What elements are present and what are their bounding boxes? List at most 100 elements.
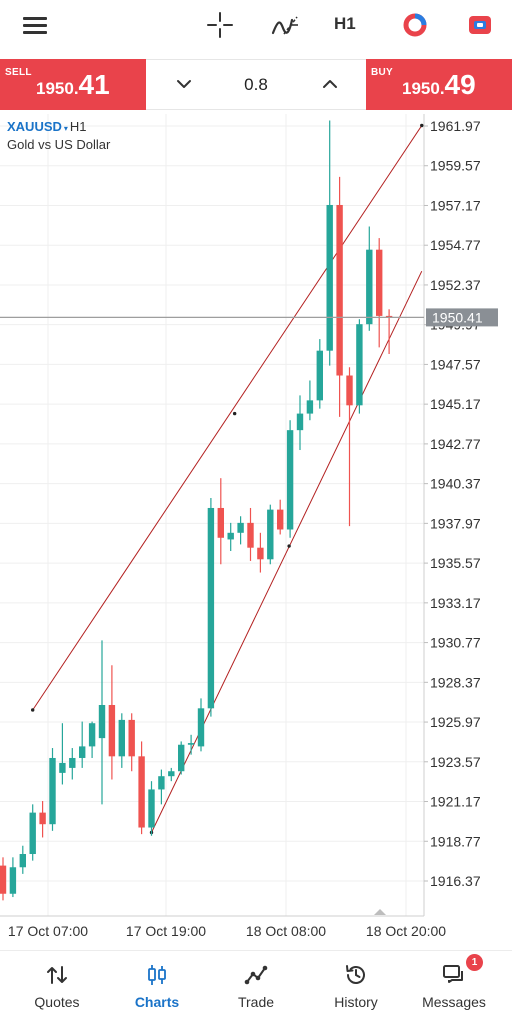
candle-body [385, 315, 393, 318]
timeframe-button[interactable]: H1 [334, 14, 356, 33]
candle-body [79, 746, 86, 758]
candle-body [168, 771, 175, 777]
one-click-trade-bar: SELL 1950.41 0.8 BUY 1950.49 [0, 59, 512, 110]
y-tick-label: 1918.77 [430, 833, 481, 849]
channel-anchor-point [31, 708, 35, 712]
candle-body [267, 509, 274, 560]
candle-body [227, 532, 234, 540]
candle-body [296, 413, 304, 431]
nav-quotes[interactable]: Quotes [7, 951, 107, 1025]
candle-body [346, 375, 353, 406]
trade-icon [244, 965, 268, 985]
y-tick-label: 1961.97 [430, 118, 481, 134]
candle-body [29, 812, 36, 855]
y-tick-label: 1942.77 [430, 436, 481, 452]
messages-icon [443, 965, 463, 983]
top-toolbar: H1 [0, 0, 512, 50]
symbol-description: Gold vs US Dollar [7, 137, 111, 152]
sell-label: SELL [5, 67, 32, 78]
nav-label: Charts [134, 994, 180, 1010]
candle-body [217, 507, 224, 538]
y-tick-label: 1945.17 [430, 396, 481, 412]
candle-body [69, 757, 76, 768]
objects-icon[interactable] [465, 10, 495, 40]
nav-history[interactable]: History [306, 951, 406, 1025]
candle-body [356, 324, 363, 406]
y-tick-label: 1940.37 [430, 476, 481, 492]
candle-body [237, 522, 244, 533]
charts-icon [148, 965, 166, 985]
candle-body [19, 854, 26, 868]
chart-type-ring-icon[interactable] [400, 10, 430, 40]
nav-label: History [334, 994, 378, 1010]
crosshair-icon[interactable] [205, 10, 235, 40]
indicators-icon[interactable] [270, 10, 300, 40]
y-tick-label: 1923.57 [430, 754, 481, 770]
y-tick-label: 1930.77 [430, 635, 481, 651]
candle-body [98, 704, 106, 739]
nav-label: Trade [237, 994, 275, 1010]
y-tick-label: 1947.57 [430, 356, 481, 372]
hamburger-icon[interactable] [20, 10, 50, 40]
y-tick-label: 1925.97 [430, 714, 481, 730]
volume-stepper: 0.8 [146, 59, 366, 110]
candle-body [366, 249, 373, 325]
channel-lower-line [151, 270, 423, 833]
y-tick-label: 1916.37 [430, 873, 481, 889]
nav-trade[interactable]: Trade [206, 951, 306, 1025]
candle-body [178, 744, 185, 772]
buy-label: BUY [371, 67, 394, 78]
candle-body [148, 789, 155, 828]
channel-anchor-point [232, 411, 237, 416]
channel-upper-line [32, 125, 423, 711]
nav-label: Messages [422, 994, 486, 1010]
candle-body [197, 708, 205, 747]
chart-symbol[interactable]: XAUUSD ▾ H1 [7, 119, 87, 134]
x-tick-label: 18 Oct 08:00 [246, 923, 326, 939]
y-tick-label: 1952.37 [430, 277, 481, 293]
x-tick-label: 17 Oct 07:00 [8, 923, 88, 939]
nav-charts[interactable]: Charts [107, 951, 207, 1025]
y-tick-label: 1935.57 [430, 555, 481, 571]
candle-body [207, 507, 215, 709]
candle-body [376, 249, 383, 316]
y-tick-label: 1928.37 [430, 674, 481, 690]
candlestick-chart[interactable]: 1961.971959.571957.171954.771952.371949.… [0, 110, 512, 940]
nav-label: Quotes [34, 994, 80, 1010]
candle-body [39, 812, 46, 825]
current-price-label: 1950.41 [432, 309, 483, 325]
history-icon [346, 965, 365, 984]
candle-body [187, 743, 195, 745]
candle-body [316, 350, 323, 401]
volume-value[interactable]: 0.8 [244, 75, 268, 94]
bottom-navigation: Quotes Charts Trade History 1 [0, 950, 512, 1025]
candle-body [49, 757, 56, 825]
sell-button[interactable]: SELL 1950.41 [0, 59, 146, 110]
price-chart[interactable]: 1961.971959.571957.171954.771952.371949.… [0, 110, 512, 940]
x-tick-label: 18 Oct 20:00 [366, 923, 446, 939]
chevron-down-icon[interactable] [172, 72, 196, 96]
candle-body [128, 719, 135, 757]
candle-body [0, 865, 7, 894]
candle-body [138, 756, 145, 828]
candle-body [247, 522, 254, 548]
buy-price: 1950.49 [402, 69, 476, 100]
candle-body [286, 430, 294, 530]
nav-messages[interactable]: 1 Messages [404, 951, 504, 1025]
y-tick-label: 1957.17 [430, 197, 481, 213]
y-tick-label: 1921.17 [430, 794, 481, 810]
candle-body [306, 400, 314, 414]
messages-badge-wrap: 1 [442, 954, 483, 987]
quotes-icon [47, 966, 67, 984]
candle-body [118, 719, 125, 757]
candle-body [59, 762, 66, 773]
candle-body [158, 776, 165, 790]
current-time-marker [374, 909, 386, 915]
buy-button[interactable]: BUY 1950.49 [366, 59, 512, 110]
chevron-up-icon[interactable] [318, 72, 342, 96]
y-tick-label: 1954.77 [430, 237, 481, 253]
candle-body [277, 509, 284, 530]
candle-body [9, 867, 17, 894]
channel-anchor-point [420, 123, 424, 128]
y-tick-label: 1959.57 [430, 158, 481, 174]
